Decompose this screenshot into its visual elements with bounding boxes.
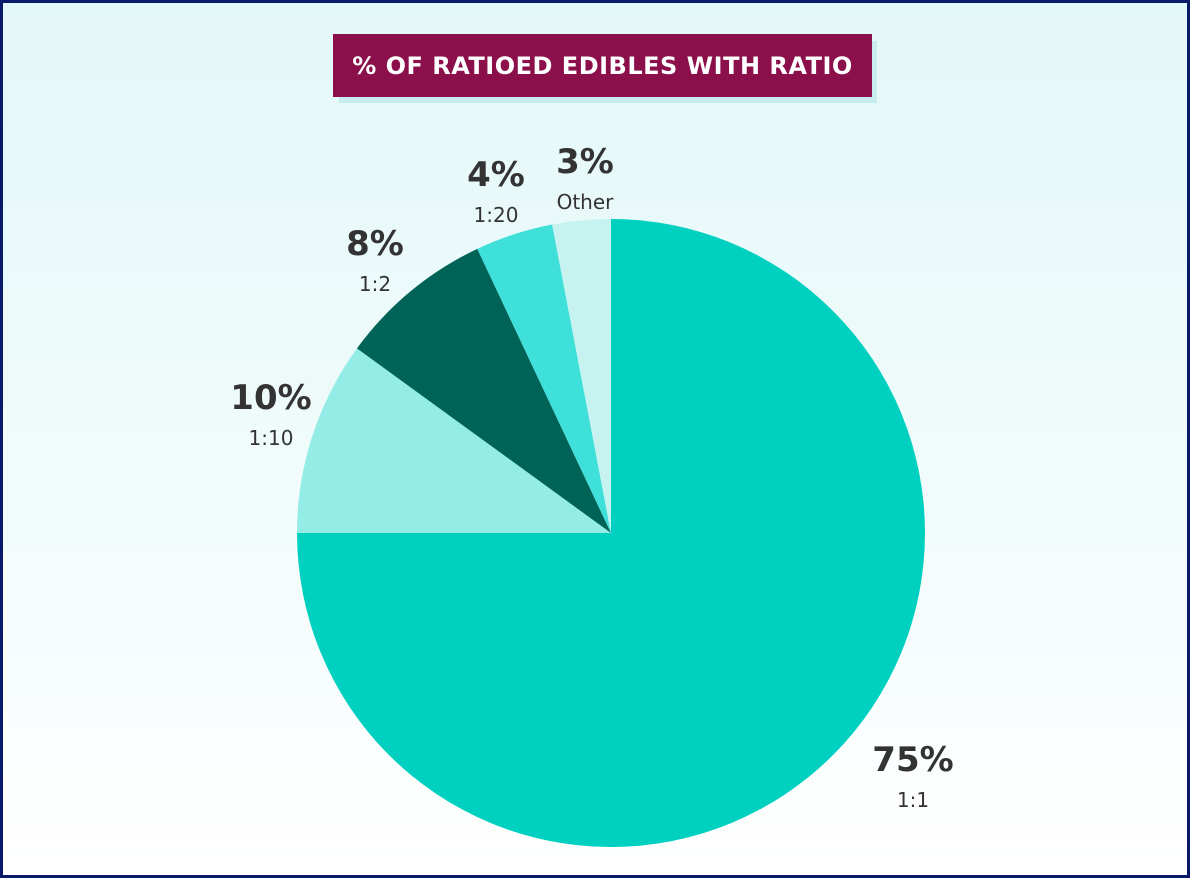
slice-category-label: 1:1 (897, 788, 929, 812)
slice-value-label: 3% (556, 142, 614, 182)
slice-value-label: 8% (346, 224, 404, 264)
pie-labels: 75% 1:1 10% 1:10 8% 1:2 4% 1:20 3% Other (230, 142, 953, 812)
slice-value-label: 10% (230, 378, 311, 418)
slice-category-label: 1:20 (474, 203, 519, 227)
pie-slice-1-2 (356, 248, 611, 533)
pie-slice-1-10 (297, 348, 611, 533)
pie-slices (297, 219, 925, 847)
slice-value-label: 75% (872, 740, 953, 780)
slice-value-label: 4% (467, 155, 525, 195)
pie-chart: 75% 1:1 10% 1:10 8% 1:2 4% 1:20 3% Other (230, 142, 954, 847)
slice-category-label: 1:2 (359, 272, 391, 296)
slice-category-label: Other (557, 190, 615, 214)
pie-slice-other (552, 219, 611, 533)
slice-category-label: 1:10 (249, 426, 294, 450)
chart-title: % OF RATIOED EDIBLES WITH RATIO (333, 34, 872, 97)
pie-slice-1-20 (477, 224, 611, 533)
